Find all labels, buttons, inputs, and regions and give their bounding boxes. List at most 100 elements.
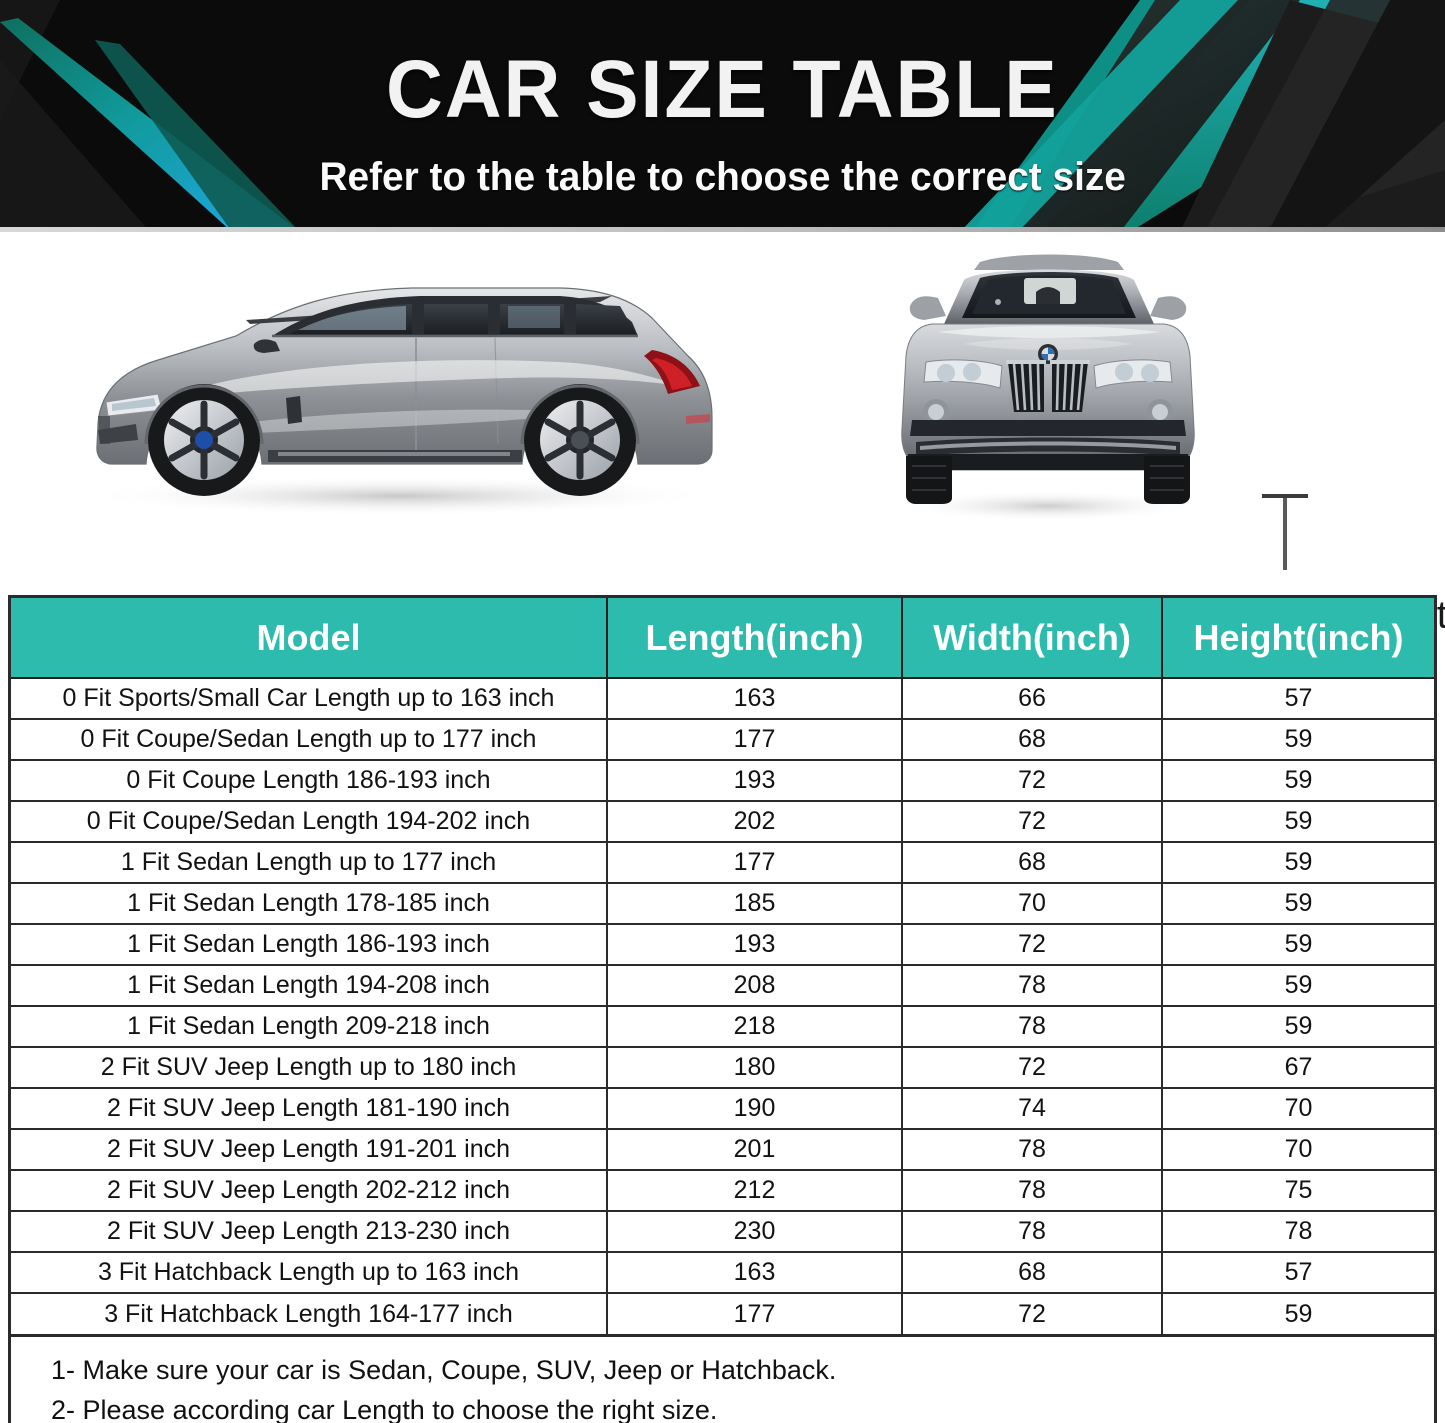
height-top-stem-icon: [1283, 498, 1287, 570]
cell-width: 72: [902, 760, 1163, 802]
cell-length: 185: [607, 883, 903, 925]
table-row: 1 Fit Sedan Length 194-208 inch 208 78 59: [11, 965, 1434, 1007]
cell-height: 59: [1162, 924, 1434, 966]
table-row: 2 Fit SUV Jeep Length 181-190 inch 190 74 7…: [11, 1088, 1434, 1130]
cell-width: 78: [902, 1170, 1163, 1212]
column-header-height: Height(inch): [1162, 598, 1434, 679]
size-table-container: Model Length(inch) Width(inch) Height(in…: [8, 595, 1437, 1423]
note-line: 1- Make sure your car is Sedan, Coupe, S…: [51, 1355, 837, 1385]
cell-model: 2 Fit SUV Jeep Length 191-201 inch: [11, 1129, 608, 1171]
banner-bottom-rule: [0, 227, 1445, 232]
cell-length: 177: [607, 719, 903, 761]
cell-height: 67: [1162, 1047, 1434, 1089]
cell-height: 59: [1162, 965, 1434, 1007]
cell-width: 74: [902, 1088, 1163, 1130]
cell-model: 0 Fit Coupe/Sedan Length up to 177 inch: [11, 719, 608, 761]
cell-length: 177: [607, 1293, 903, 1334]
car-front-view-image: [898, 254, 1198, 522]
cell-width: 68: [902, 1252, 1163, 1294]
table-row: 2 Fit SUV Jeep Length 213-230 inch 230 78 7…: [11, 1211, 1434, 1253]
cell-height: 70: [1162, 1088, 1434, 1130]
cell-width: 68: [902, 719, 1163, 761]
cell-model: 2 Fit SUV Jeep Length up to 180 inch: [11, 1047, 608, 1089]
table-body: 0 Fit Sports/Small Car Length up to 163 …: [11, 678, 1434, 1334]
height-top-cap-icon: [1262, 494, 1308, 498]
cell-model: 1 Fit Sedan Length 209-218 inch: [11, 1006, 608, 1048]
banner-text-block: CAR SIZE TABLE Refer to the table to cho…: [0, 0, 1445, 232]
table-header-row: Model Length(inch) Width(inch) Height(in…: [11, 598, 1434, 679]
cell-height: 75: [1162, 1170, 1434, 1212]
table-row: 2 Fit SUV Jeep Length up to 180 inch 180 7…: [11, 1047, 1434, 1089]
cell-model: 2 Fit SUV Jeep Length 181-190 inch: [11, 1088, 608, 1130]
table-header: Model Length(inch) Width(inch) Height(in…: [11, 598, 1434, 679]
cell-model: 0 Fit Coupe Length 186-193 inch: [11, 760, 608, 802]
column-header-width: Width(inch): [902, 598, 1163, 679]
cell-width: 78: [902, 965, 1163, 1007]
cell-width: 72: [902, 801, 1163, 843]
cell-model: 2 Fit SUV Jeep Length 213-230 inch: [11, 1211, 608, 1253]
table-row: 1 Fit Sedan Length 186-193 inch 193 72 59: [11, 924, 1434, 966]
banner-background-graphic: [0, 0, 1445, 232]
cell-length: 180: [607, 1047, 903, 1089]
cell-length: 163: [607, 1252, 903, 1294]
cell-length: 230: [607, 1211, 903, 1253]
cell-height: 57: [1162, 1252, 1434, 1294]
cell-height: 70: [1162, 1129, 1434, 1171]
cell-width: 72: [902, 1293, 1163, 1334]
cell-length: 190: [607, 1088, 903, 1130]
car-side-view-image: [80, 287, 720, 516]
cell-length: 208: [607, 965, 903, 1007]
cell-length: 193: [607, 924, 903, 966]
table-row: 3 Fit Hatchback Length up to 163 inch 163…: [11, 1252, 1434, 1294]
cell-length: 218: [607, 1006, 903, 1048]
cell-length: 163: [607, 678, 903, 720]
header-banner: CAR SIZE TABLE Refer to the table to cho…: [0, 0, 1445, 232]
cell-length: 202: [607, 801, 903, 843]
cell-height: 59: [1162, 842, 1434, 884]
table-row: 2 Fit SUV Jeep Length 191-201 inch 201 78 7…: [11, 1129, 1434, 1171]
table-row: 1 Fit Sedan Length 178-185 inch 185 70 59: [11, 883, 1434, 925]
page-subtitle: Refer to the table to choose the correct…: [319, 155, 1126, 199]
cell-height: 57: [1162, 678, 1434, 720]
page-title: CAR SIZE TABLE: [386, 44, 1059, 135]
table-row: 2 Fit SUV Jeep Length 202-212 inch 212 78 7…: [11, 1170, 1434, 1212]
cell-model: 1 Fit Sedan Length up to 177 inch: [11, 842, 608, 884]
table-footer-notes: 1- Make sure your car is Sedan, Coupe, S…: [11, 1334, 1434, 1423]
cell-model: 0 Fit Coupe/Sedan Length 194-202 inch: [11, 801, 608, 843]
cell-model: 0 Fit Sports/Small Car Length up to 163 …: [11, 678, 608, 720]
cell-height: 59: [1162, 801, 1434, 843]
cell-width: 68: [902, 842, 1163, 884]
cell-height: 78: [1162, 1211, 1434, 1253]
cell-model: 1 Fit Sedan Length 178-185 inch: [11, 883, 608, 925]
cell-length: 201: [607, 1129, 903, 1171]
cell-length: 212: [607, 1170, 903, 1212]
table-row: 1 Fit Sedan Length 209-218 inch 218 78 59: [11, 1006, 1434, 1048]
cell-width: 72: [902, 1047, 1163, 1089]
table-row: 1 Fit Sedan Length up to 177 inch 177 68 59: [11, 842, 1434, 884]
cell-model: 1 Fit Sedan Length 186-193 inch: [11, 924, 608, 966]
cell-model: 1 Fit Sedan Length 194-208 inch: [11, 965, 608, 1007]
cell-height: 59: [1162, 760, 1434, 802]
car-diagram-section: L(Length) W(Width) H(Heigth): [0, 232, 1445, 800]
table-row: 0 Fit Coupe Length 186-193 inch 193 72 59: [11, 760, 1434, 802]
cell-length: 193: [607, 760, 903, 802]
cell-model: 3 Fit Hatchback Length 164-177 inch: [11, 1293, 608, 1334]
cell-model: 3 Fit Hatchback Length up to 163 inch: [11, 1252, 608, 1294]
cell-width: 78: [902, 1006, 1163, 1048]
note-line: 2- Please according car Length to choose…: [51, 1394, 718, 1423]
table-row: 3 Fit Hatchback Length 164-177 inch 177 72…: [11, 1293, 1434, 1334]
cell-width: 72: [902, 924, 1163, 966]
car-size-table: Model Length(inch) Width(inch) Height(in…: [11, 598, 1434, 1334]
cell-model: 2 Fit SUV Jeep Length 202-212 inch: [11, 1170, 608, 1212]
cell-width: 66: [902, 678, 1163, 720]
cell-length: 177: [607, 842, 903, 884]
cell-width: 78: [902, 1211, 1163, 1253]
cell-height: 59: [1162, 1006, 1434, 1048]
cell-height: 59: [1162, 883, 1434, 925]
cell-height: 59: [1162, 1293, 1434, 1334]
table-row: 0 Fit Coupe/Sedan Length 194-202 inch 202…: [11, 801, 1434, 843]
column-header-length: Length(inch): [607, 598, 903, 679]
column-header-model: Model: [11, 598, 608, 679]
table-row: 0 Fit Sports/Small Car Length up to 163 …: [11, 678, 1434, 720]
cell-width: 78: [902, 1129, 1163, 1171]
